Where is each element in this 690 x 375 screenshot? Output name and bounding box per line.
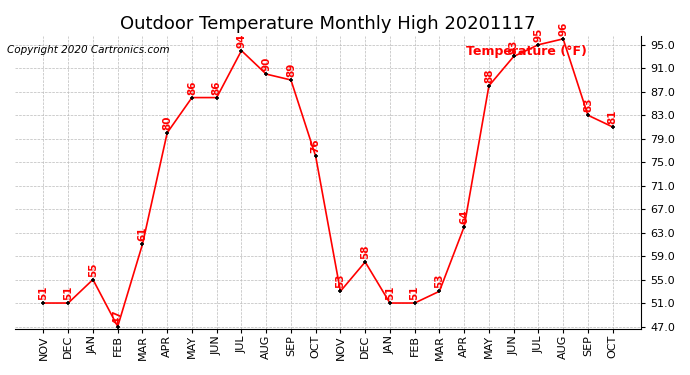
Text: 86: 86 bbox=[212, 80, 221, 94]
Point bbox=[607, 124, 618, 130]
Point bbox=[384, 300, 395, 306]
Text: 86: 86 bbox=[187, 80, 197, 94]
Point bbox=[533, 42, 544, 48]
Text: 53: 53 bbox=[435, 274, 444, 288]
Point bbox=[508, 54, 519, 60]
Text: 51: 51 bbox=[39, 286, 48, 300]
Text: 51: 51 bbox=[63, 286, 73, 300]
Point bbox=[161, 130, 172, 136]
Text: 76: 76 bbox=[310, 139, 321, 153]
Title: Outdoor Temperature Monthly High 20201117: Outdoor Temperature Monthly High 2020111… bbox=[120, 15, 536, 33]
Text: 83: 83 bbox=[583, 98, 593, 112]
Text: 88: 88 bbox=[484, 68, 494, 83]
Point bbox=[186, 94, 197, 100]
Point bbox=[261, 71, 272, 77]
Point bbox=[310, 153, 322, 159]
Point bbox=[484, 83, 495, 89]
Text: 53: 53 bbox=[335, 274, 346, 288]
Point bbox=[558, 36, 569, 42]
Text: 96: 96 bbox=[558, 22, 568, 36]
Point bbox=[236, 48, 247, 54]
Point bbox=[137, 242, 148, 248]
Text: 90: 90 bbox=[262, 57, 271, 71]
Text: 47: 47 bbox=[112, 309, 123, 324]
Text: 55: 55 bbox=[88, 262, 98, 277]
Text: 81: 81 bbox=[608, 110, 618, 124]
Text: 95: 95 bbox=[533, 27, 544, 42]
Point bbox=[112, 324, 124, 330]
Text: 51: 51 bbox=[410, 286, 420, 300]
Text: 64: 64 bbox=[459, 209, 469, 224]
Text: 80: 80 bbox=[162, 116, 172, 130]
Text: 51: 51 bbox=[385, 286, 395, 300]
Point bbox=[38, 300, 49, 306]
Point bbox=[434, 288, 445, 294]
Text: 89: 89 bbox=[286, 63, 296, 77]
Point bbox=[286, 77, 297, 83]
Point bbox=[88, 276, 99, 282]
Text: 61: 61 bbox=[137, 227, 148, 242]
Point bbox=[409, 300, 420, 306]
Point bbox=[359, 259, 371, 265]
Text: 93: 93 bbox=[509, 39, 519, 54]
Text: 58: 58 bbox=[360, 244, 370, 259]
Point bbox=[582, 112, 593, 118]
Point bbox=[459, 224, 470, 230]
Point bbox=[63, 300, 74, 306]
Text: Temperature (°F): Temperature (°F) bbox=[466, 45, 586, 58]
Point bbox=[211, 94, 222, 100]
Point bbox=[335, 288, 346, 294]
Text: Copyright 2020 Cartronics.com: Copyright 2020 Cartronics.com bbox=[7, 45, 170, 55]
Text: 94: 94 bbox=[237, 33, 246, 48]
